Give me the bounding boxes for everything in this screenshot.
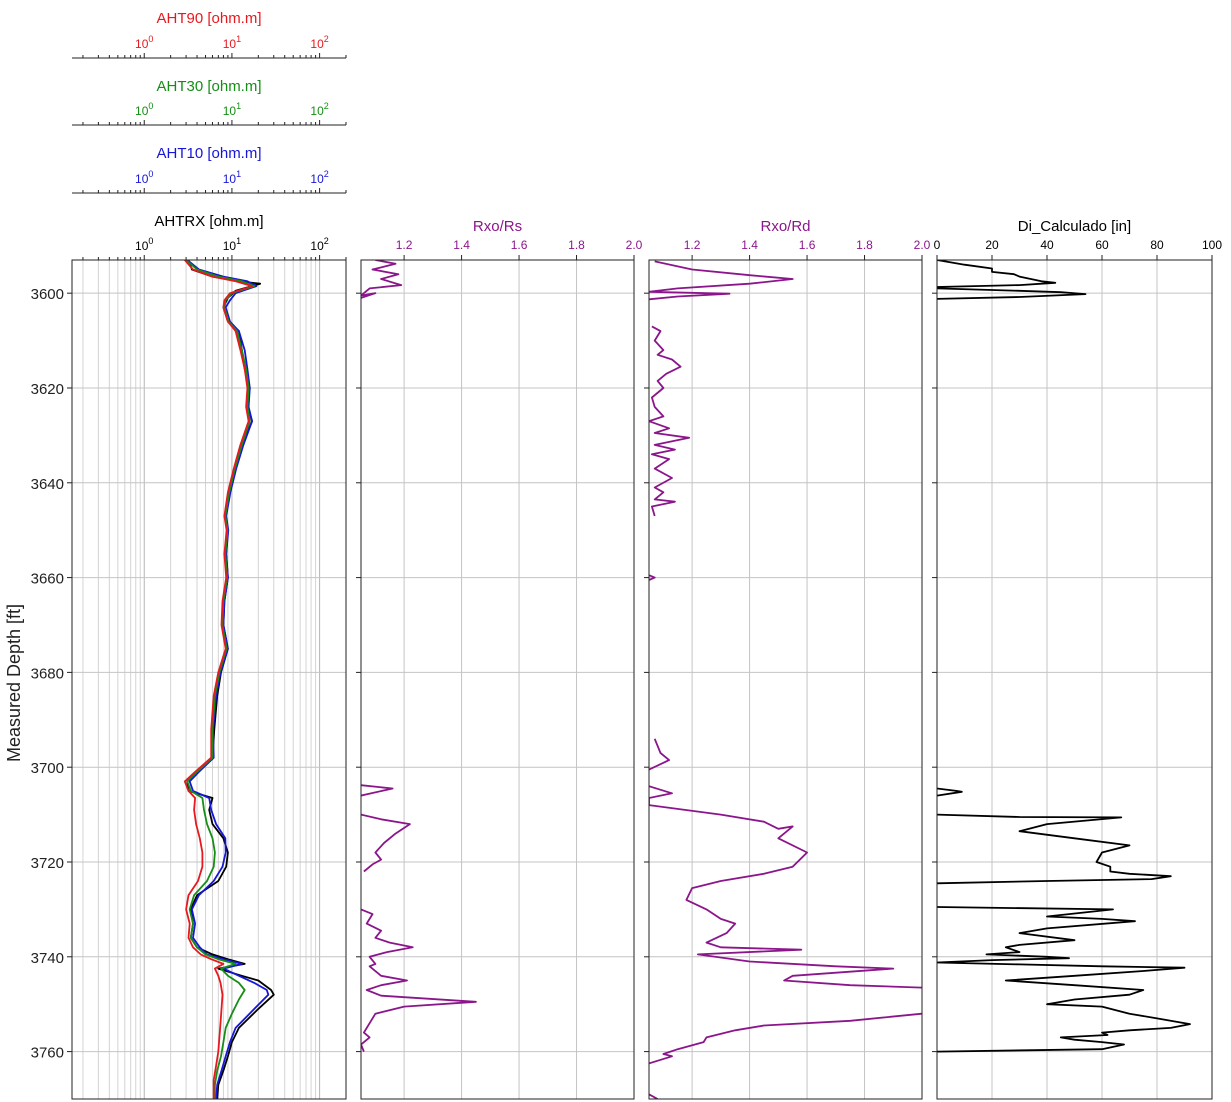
track-title: Rxo/Rd — [760, 218, 810, 235]
curve-segment — [361, 813, 411, 873]
top-axis-tick-label: 1.6 — [799, 238, 816, 252]
curve-segment — [937, 787, 963, 797]
top-axis-tick-label: 1.6 — [511, 238, 528, 252]
curve-aht90 — [183, 260, 253, 1099]
scale-tick-label: 101 — [223, 101, 241, 118]
depth-tick-label: 3740 — [31, 950, 64, 967]
top-axis-tick-label: 80 — [1150, 238, 1164, 252]
track-curves — [183, 260, 275, 1099]
depth-tick-label: 3720 — [31, 855, 64, 872]
curve-segment — [649, 1093, 659, 1099]
track-curves — [361, 260, 477, 1052]
top-axis-tick-label: 0 — [934, 238, 941, 252]
scale-header-aht10: 100 101 102 AHT10 [ohm.m] — [72, 145, 347, 194]
scale-header-aht90: 100 101 102 AHT90 [ohm.m] — [72, 10, 347, 59]
top-axis-tick-label: 20 — [985, 238, 999, 252]
track-frame — [71, 259, 347, 1100]
depth-tick-label: 3760 — [31, 1045, 64, 1062]
track-frame — [648, 259, 923, 1100]
curve-aht10 — [186, 260, 270, 1099]
scale-header-ahtrx: 100 101 102 AHTRX [ohm.m] — [82, 213, 347, 260]
curve-segment — [649, 574, 656, 581]
top-axis-tick-label: 2.0 — [914, 238, 931, 252]
top-axis-tick-label: 2.0 — [626, 238, 643, 252]
track-frame — [936, 259, 1213, 1100]
scale-tick-label: 101 — [223, 236, 241, 253]
track-curves — [937, 260, 1191, 1053]
curve-aht30 — [185, 260, 256, 1099]
scale-tick-label: 102 — [310, 236, 328, 253]
track-title: Rxo/Rs — [473, 218, 522, 235]
scale-header-aht30: 100 101 102 AHT30 [ohm.m] — [72, 78, 347, 126]
curve-segment — [649, 325, 691, 517]
curve-ahtrx — [186, 260, 275, 1099]
curve-segment — [649, 738, 670, 771]
depth-tick-label: 3660 — [31, 571, 64, 588]
scale-tick-label: 100 — [135, 34, 153, 51]
track-title: Di_Calculado [in] — [1018, 218, 1131, 235]
top-axis-tick-label: 1.4 — [741, 238, 758, 252]
depth-tick-label: 3700 — [31, 760, 64, 777]
scale-tick-label: 102 — [310, 34, 328, 51]
scale-tick-label: 101 — [223, 169, 241, 186]
track-frame — [360, 259, 635, 1100]
scale-tick-label: 100 — [135, 169, 153, 186]
scale-title: AHTRX [ohm.m] — [154, 213, 263, 230]
top-axis-tick-label: 1.2 — [684, 238, 701, 252]
scale-title: AHT90 [ohm.m] — [156, 10, 261, 27]
scale-tick-label: 102 — [310, 169, 328, 186]
curve-segment — [361, 784, 394, 797]
curve-segment — [361, 908, 477, 1052]
curve-segment — [937, 813, 1172, 885]
curve-segment — [937, 260, 1087, 300]
scale-tick-label: 100 — [135, 101, 153, 118]
track-rxo-rs: 1.2 1.4 1.6 1.8 2.0 Rxo/Rs — [356, 218, 643, 1100]
curve-segment — [649, 785, 922, 989]
top-axis-tick-label: 100 — [1202, 238, 1222, 252]
scale-tick-label: 101 — [223, 34, 241, 51]
depth-tick-label: 3640 — [31, 476, 64, 493]
scale-title: AHT10 [ohm.m] — [156, 145, 261, 162]
top-axis-tick-label: 1.8 — [856, 238, 873, 252]
depth-tick-label: 3600 — [31, 286, 64, 303]
track-curves — [649, 260, 922, 1099]
track-rxo-rd: 1.2 1.4 1.6 1.8 2.0 Rxo/Rd — [644, 218, 931, 1100]
curve-segment — [937, 906, 1191, 1053]
track-di-calculado: 0 20 40 60 80 100 Di_Calculado [in] — [932, 218, 1222, 1100]
scale-tick-label: 100 — [135, 236, 153, 253]
top-axis-tick-label: 1.4 — [453, 238, 470, 252]
top-axis-tick-label: 1.8 — [568, 238, 585, 252]
top-axis-tick-label: 60 — [1095, 238, 1109, 252]
depth-tick-label: 3620 — [31, 381, 64, 398]
y-axis-label: Measured Depth [ft] — [4, 604, 24, 762]
curve-segment — [649, 1012, 922, 1065]
scale-title: AHT30 [ohm.m] — [156, 78, 261, 95]
top-axis-tick-label: 1.2 — [396, 238, 413, 252]
curve-segment — [361, 260, 403, 299]
curve-segment — [649, 260, 794, 301]
scale-tick-label: 102 — [310, 101, 328, 118]
top-axis-tick-label: 40 — [1040, 238, 1054, 252]
depth-tick-label: 3680 — [31, 665, 64, 682]
